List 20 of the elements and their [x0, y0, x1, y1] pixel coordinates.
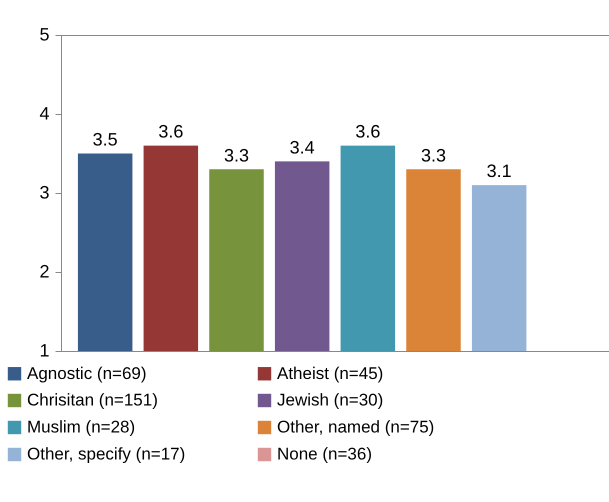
legend-label: Other, specify (n=17): [27, 444, 186, 464]
data-label: 3.3: [224, 145, 250, 166]
data-label: 3.1: [486, 161, 512, 182]
legend-label: Atheist (n=45): [277, 364, 384, 383]
data-label: 3.5: [92, 130, 118, 150]
data-label: 3.6: [355, 122, 380, 142]
legend-label: Jewish (n=30): [277, 390, 384, 410]
data-label: 3.3: [420, 145, 446, 166]
y-tick-label: 2: [39, 262, 50, 282]
y-tick-label: 3: [39, 182, 50, 202]
legend-label: Agnostic (n=69): [27, 364, 147, 383]
legend-label: Muslim (n=28): [27, 418, 136, 436]
y-tick-label: 5: [39, 24, 50, 44]
y-tick-label: 1: [39, 340, 50, 360]
legend-label: Chrisitan (n=151): [27, 390, 158, 410]
data-label: 3.4: [290, 137, 315, 158]
y-tick-label: 4: [39, 104, 50, 124]
data-label: 3.6: [158, 122, 184, 142]
legend-label: None (n=36): [277, 444, 372, 464]
legend-label: Other, named (n=75): [277, 418, 434, 436]
